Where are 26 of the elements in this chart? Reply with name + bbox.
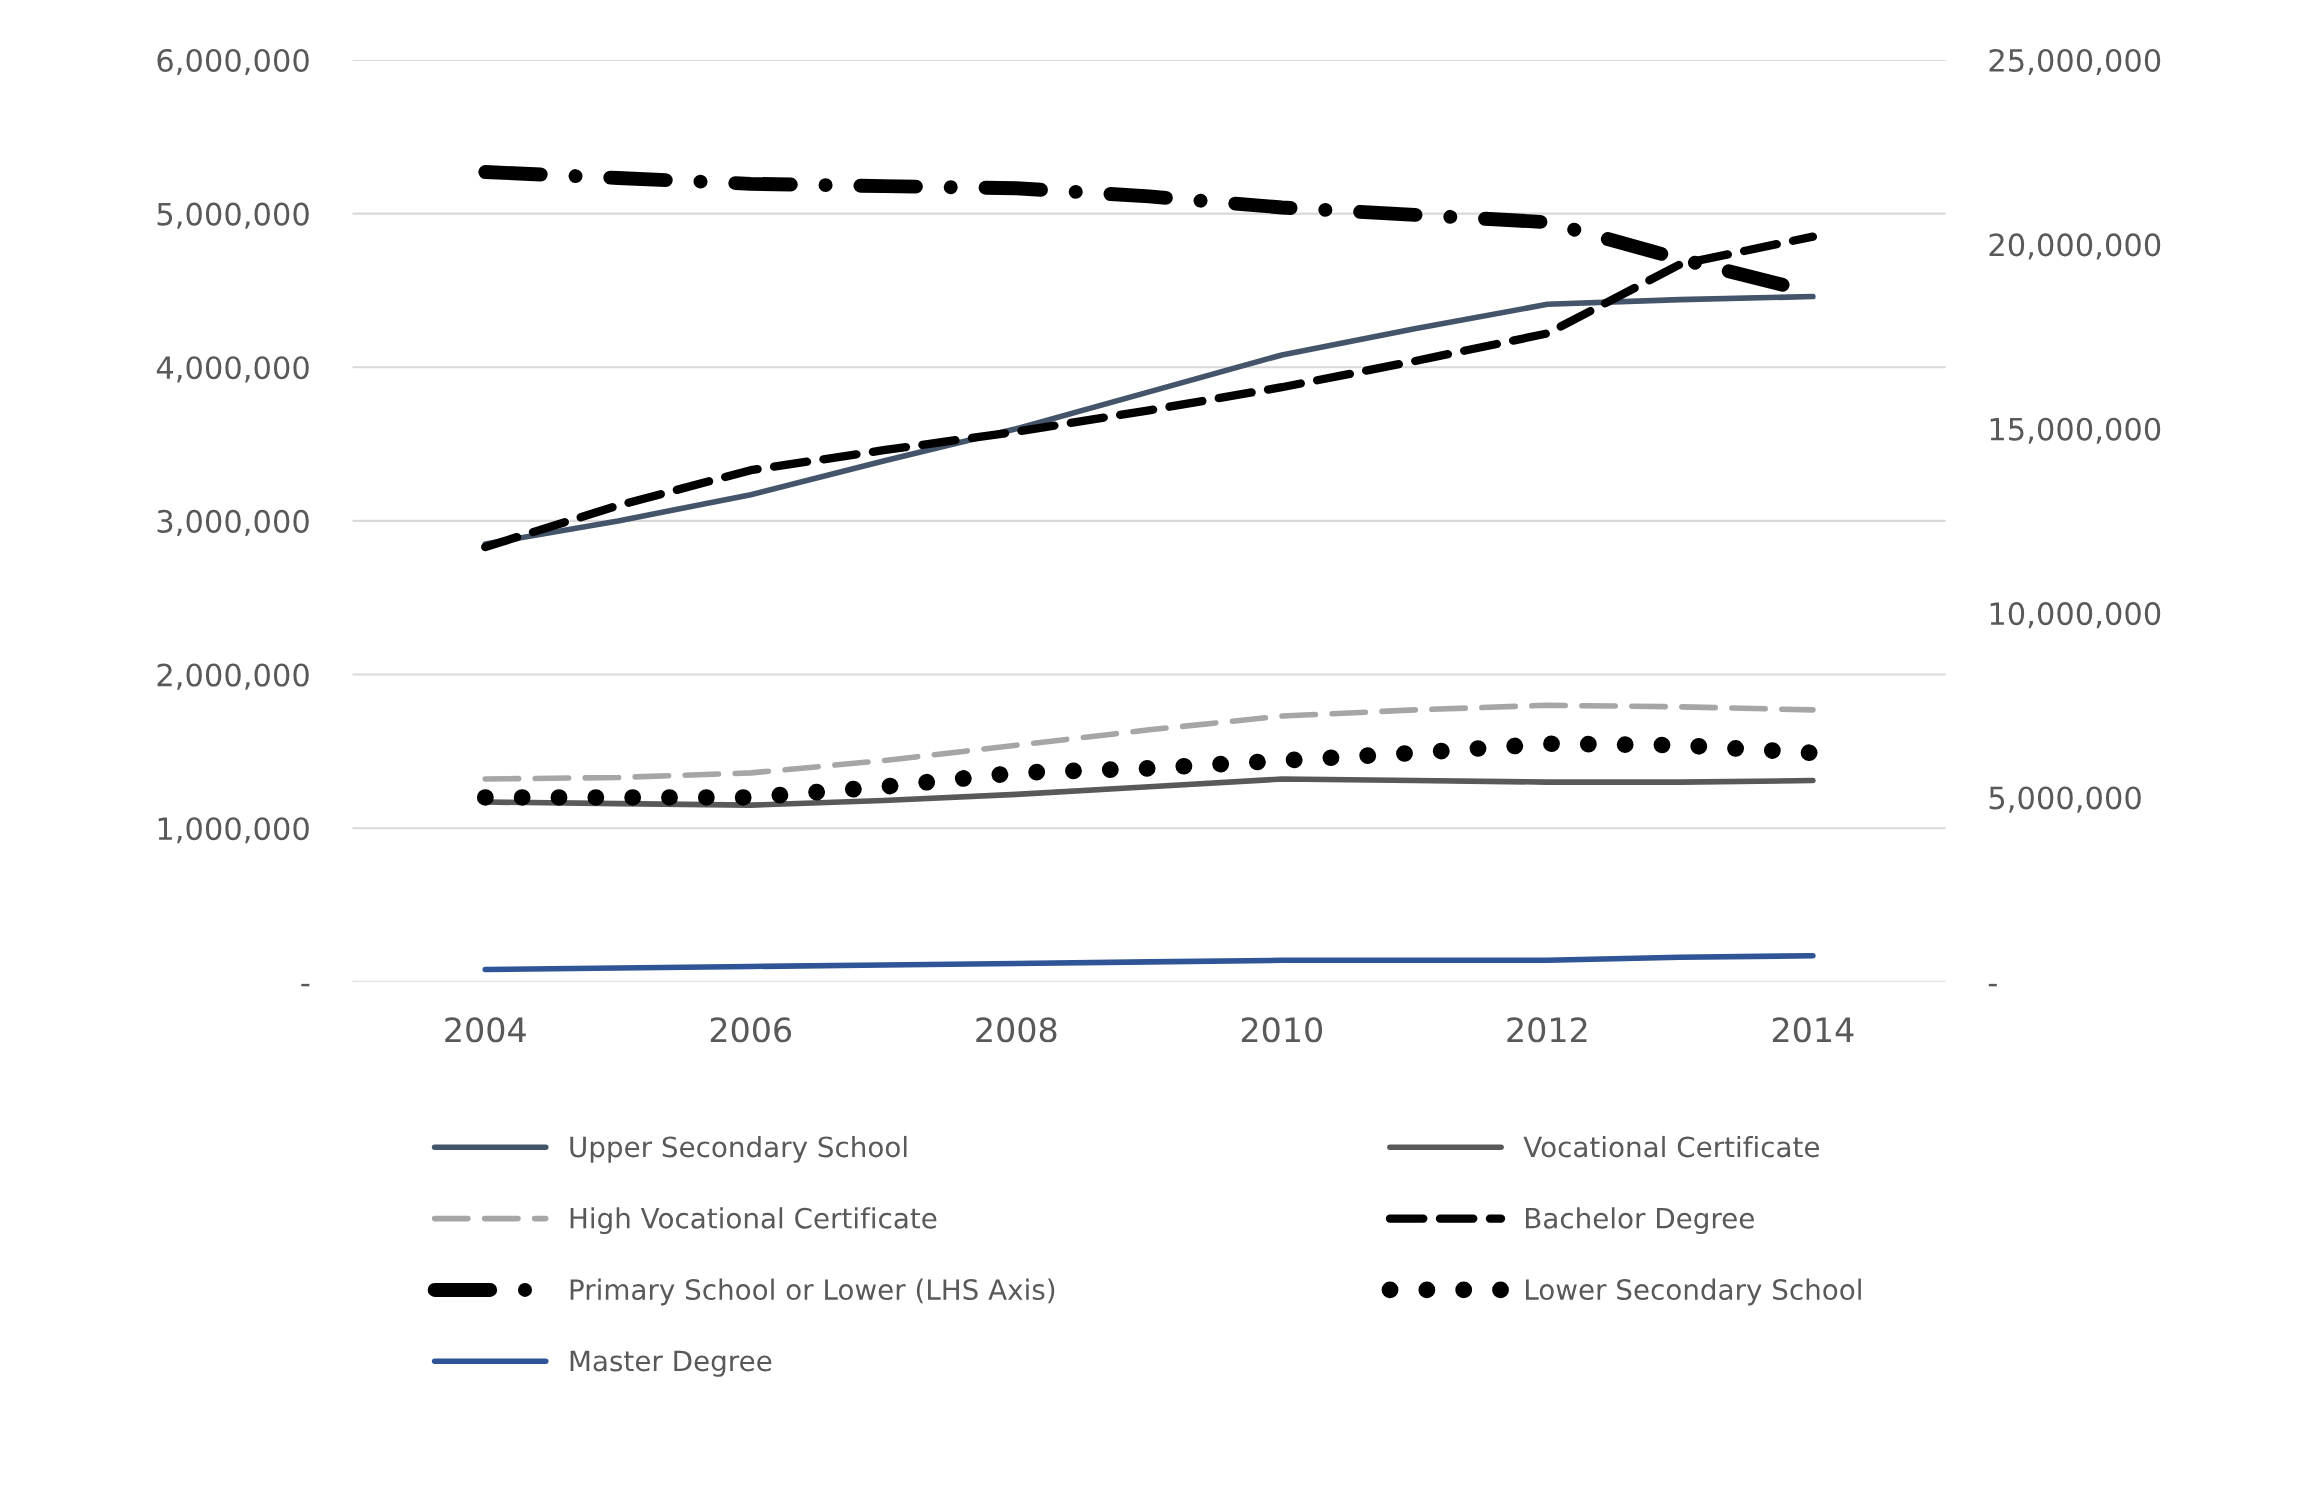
legend-label: Primary School or Lower (LHS Axis)	[570, 1278, 1055, 1306]
y-tick-label: 3,000,000	[157, 509, 309, 537]
x-tick-label: 2014	[1772, 1017, 1854, 1043]
y-tick-label: 6,000,000	[157, 48, 309, 76]
y2-tick-label: -	[1988, 983, 1997, 987]
y2-tick-label: 10,000,000	[1990, 602, 2161, 629]
y2-tick-label: 15,000,000	[1990, 417, 2161, 444]
legend-label: High Vocational Certificate	[570, 1207, 937, 1235]
legend-label: Upper Secondary School	[570, 1135, 907, 1163]
y-tick-label: 5,000,000	[157, 202, 309, 229]
legend-label: Vocational Certificate	[1523, 1135, 1820, 1158]
legend-label: Bachelor Degree	[1526, 1207, 1754, 1235]
x-tick-label: 2004	[445, 1017, 526, 1043]
x-tick-label: 2008	[976, 1017, 1057, 1043]
y-tick-label: 1,000,000	[158, 817, 309, 844]
y2-tick-label: 25,000,000	[1989, 48, 2161, 76]
legend-label: Master Degree	[570, 1350, 772, 1377]
y-tick-label: -	[301, 983, 310, 987]
y-tick-label: 4,000,000	[156, 356, 309, 383]
y2-tick-label: 20,000,000	[1989, 233, 2161, 260]
x-tick-label: 2010	[1241, 1017, 1323, 1043]
legend-label: Lower Secondary School	[1526, 1278, 1861, 1306]
x-tick-label: 2012	[1507, 1017, 1587, 1043]
x-tick-label: 2006	[710, 1017, 792, 1043]
y-tick-label: 2,000,000	[157, 663, 309, 690]
y2-tick-label: 5,000,000	[1989, 786, 2141, 813]
